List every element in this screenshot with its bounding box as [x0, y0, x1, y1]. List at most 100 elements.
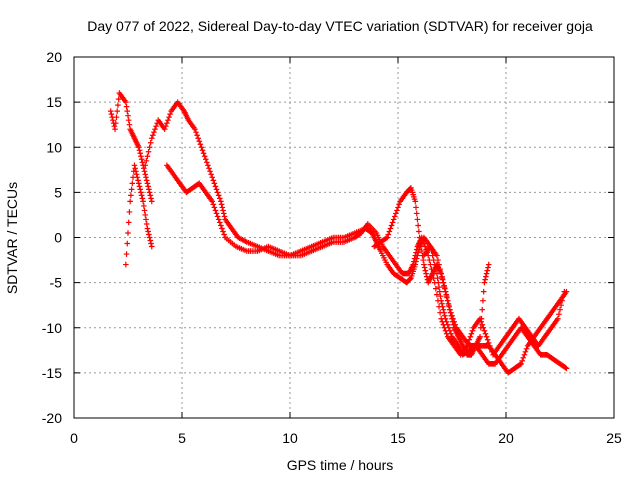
data-point [143, 221, 150, 227]
data-point [443, 330, 450, 337]
data-point [192, 126, 198, 132]
data-point [441, 284, 448, 290]
data-point [422, 267, 429, 274]
data-point [218, 201, 225, 208]
data-point [435, 257, 441, 263]
data-point [220, 228, 226, 235]
data-point [410, 261, 416, 268]
data-point [207, 168, 213, 175]
data-point [143, 157, 150, 164]
data-point [439, 318, 446, 325]
data-point [123, 261, 129, 268]
data-point [131, 162, 138, 169]
data-point [125, 230, 131, 236]
data-point [436, 261, 442, 268]
data-point [481, 279, 488, 286]
data-point [411, 255, 418, 262]
data-point [133, 171, 140, 178]
data-point [193, 129, 199, 136]
data-point [148, 240, 154, 247]
data-point [139, 159, 146, 166]
data-point [145, 228, 151, 235]
data-point [437, 293, 444, 299]
data-point [413, 249, 419, 256]
data-point [136, 180, 142, 187]
data-point [218, 222, 224, 229]
data-point [125, 112, 131, 119]
data-point [440, 321, 447, 328]
data-point [129, 180, 136, 187]
data-point [166, 114, 172, 120]
data-point [218, 198, 224, 205]
y-tick-label: -5 [50, 275, 63, 291]
data-point [206, 165, 212, 172]
data-point [211, 180, 218, 187]
data-point [208, 171, 214, 178]
data-point [145, 148, 152, 155]
data-point [431, 279, 438, 286]
data-point [479, 306, 486, 313]
data-point [478, 315, 485, 322]
data-point [388, 222, 395, 229]
data-point [115, 102, 121, 108]
data-point [557, 306, 563, 313]
series-D [164, 162, 568, 358]
data-point [133, 168, 139, 175]
data-point [107, 108, 114, 114]
y-tick-label: 0 [54, 230, 62, 246]
data-point [421, 264, 428, 271]
series-B [123, 162, 155, 268]
data-point [480, 288, 487, 295]
x-tick-label: 5 [178, 430, 186, 446]
data-point [161, 126, 168, 132]
data-point [485, 264, 491, 271]
data-point [115, 96, 122, 102]
data-point [141, 207, 148, 214]
data-point [213, 210, 220, 217]
data-point [123, 251, 130, 257]
data-point [219, 204, 226, 211]
data-point [144, 153, 151, 160]
data-point [440, 306, 447, 313]
data-point [434, 291, 440, 298]
data-point [385, 231, 392, 238]
data-point [412, 252, 419, 259]
data-point [436, 288, 443, 295]
data-point [416, 228, 422, 235]
x-tick-label: 25 [606, 430, 622, 446]
data-point [138, 153, 144, 160]
data-point [212, 183, 219, 190]
y-tick-label: -10 [42, 320, 62, 336]
data-point [452, 321, 459, 328]
data-point [113, 114, 120, 120]
data-point [152, 126, 158, 132]
data-point [443, 293, 450, 299]
data-point [442, 288, 449, 295]
x-tick-label: 15 [390, 430, 406, 446]
data-point [482, 330, 489, 337]
data-point [136, 144, 142, 151]
data-point [395, 204, 401, 211]
data-point [204, 159, 210, 166]
data-point [215, 216, 222, 223]
data-point [478, 324, 484, 331]
data-point [520, 355, 527, 361]
data-point [483, 273, 489, 280]
data-point [421, 261, 427, 268]
data-point [480, 297, 486, 304]
data-point [563, 288, 570, 295]
data-point [136, 183, 143, 190]
data-point [562, 364, 569, 371]
data-point [145, 183, 151, 190]
data-point [387, 225, 394, 232]
data-point [441, 324, 448, 331]
data-point [138, 192, 145, 199]
data-point [142, 212, 149, 218]
data-point [143, 174, 149, 181]
data-point [383, 235, 389, 242]
data-point [202, 156, 209, 163]
data-point [125, 117, 132, 123]
data-point [200, 150, 207, 157]
data-point [146, 144, 153, 151]
data-point [146, 231, 152, 238]
